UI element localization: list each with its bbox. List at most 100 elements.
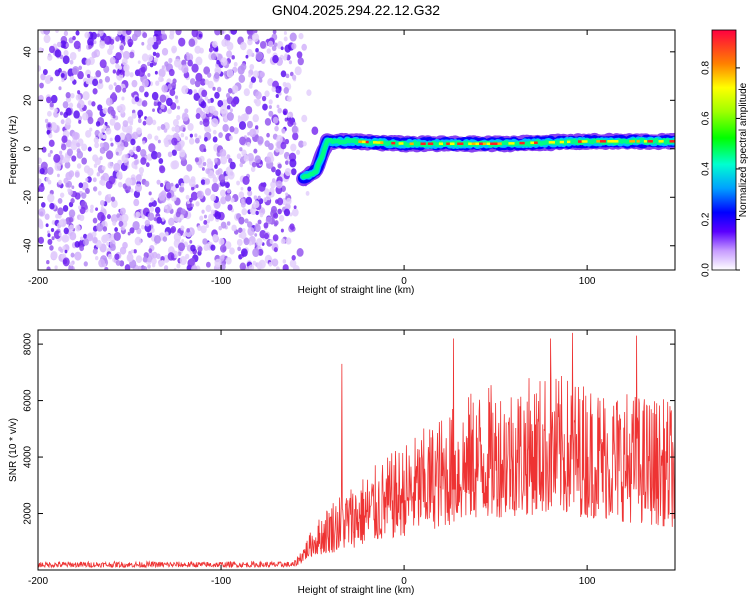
noise-speckle <box>205 109 210 115</box>
noise-speckle <box>255 91 262 100</box>
noise-speckle <box>269 239 274 244</box>
noise-speckle <box>190 244 196 252</box>
noise-speckle <box>107 161 114 169</box>
noise-speckle <box>60 40 67 49</box>
noise-speckle <box>263 222 269 229</box>
noise-speckle <box>153 234 161 244</box>
noise-speckle <box>141 41 145 46</box>
noise-speckle <box>102 134 107 140</box>
noise-speckle <box>68 209 76 218</box>
noise-speckle <box>258 78 263 83</box>
noise-speckle <box>211 174 216 179</box>
noise-speckle <box>247 186 252 192</box>
noise-speckle <box>294 66 302 76</box>
colorbar-tick-label: 0.4 <box>701 162 712 176</box>
noise-speckle <box>57 197 63 204</box>
noise-speckle <box>180 182 185 188</box>
noise-speckle <box>181 112 189 122</box>
noise-speckle <box>123 63 130 72</box>
noise-speckle <box>78 65 83 71</box>
noise-speckle <box>83 233 88 239</box>
noise-speckle <box>72 35 76 41</box>
noise-speckle <box>135 211 141 218</box>
noise-speckle <box>187 213 191 218</box>
noise-speckle <box>275 85 282 94</box>
signal-hot-dash <box>596 140 603 143</box>
noise-speckle <box>189 197 193 203</box>
noise-speckle <box>115 52 122 61</box>
noise-speckle <box>138 85 145 93</box>
noise-speckle <box>147 54 154 62</box>
signal-hot-dash <box>471 142 478 145</box>
noise-speckle <box>121 58 128 66</box>
noise-speckle <box>268 191 272 196</box>
noise-speckle <box>243 88 250 97</box>
noise-speckle <box>285 237 292 245</box>
noise-speckle <box>225 256 232 265</box>
noise-speckle <box>49 202 55 210</box>
noise-speckle <box>115 151 119 156</box>
noise-speckle <box>73 40 81 50</box>
snr-series-line <box>38 332 675 569</box>
noise-speckle <box>121 96 125 101</box>
noise-speckle <box>47 110 52 117</box>
noise-speckle <box>70 252 75 258</box>
noise-speckle <box>249 64 255 70</box>
noise-speckle <box>207 80 214 89</box>
noise-speckle <box>60 143 67 151</box>
noise-speckle <box>293 205 297 210</box>
signal-hot-dash <box>490 142 497 145</box>
noise-speckle <box>44 213 50 220</box>
noise-speckle <box>169 30 175 36</box>
noise-speckle <box>68 170 75 178</box>
noise-speckle <box>203 244 209 251</box>
noise-speckle <box>282 55 288 61</box>
noise-speckle <box>204 178 211 185</box>
noise-speckle <box>38 178 42 185</box>
noise-speckle <box>81 192 87 199</box>
noise-speckle <box>230 30 238 35</box>
noise-speckle <box>94 142 100 149</box>
noise-speckle <box>218 237 225 246</box>
noise-speckle <box>285 202 291 211</box>
chart-title: GN04.2025.294.22.12.G32 <box>272 2 440 18</box>
noise-speckle <box>268 99 273 105</box>
noise-speckle <box>247 153 254 162</box>
noise-speckle <box>101 128 105 133</box>
noise-speckle <box>63 177 69 184</box>
noise-speckle <box>77 90 81 95</box>
noise-speckle <box>284 160 289 165</box>
noise-speckle <box>155 52 160 58</box>
noise-speckle <box>204 188 212 196</box>
noise-speckle <box>135 145 141 153</box>
noise-speckle <box>96 33 100 38</box>
noise-speckle <box>186 53 194 62</box>
noise-speckle <box>175 30 182 36</box>
noise-speckle <box>141 53 149 62</box>
noise-speckle <box>195 56 203 66</box>
noise-speckle <box>191 30 199 38</box>
noise-speckle <box>151 119 157 126</box>
noise-speckle <box>148 143 156 153</box>
noise-speckle <box>135 174 142 182</box>
noise-speckle <box>106 242 110 246</box>
noise-speckle <box>195 201 200 207</box>
noise-speckle <box>222 123 229 133</box>
noise-speckle <box>111 199 118 208</box>
noise-speckle <box>180 225 185 231</box>
noise-speckle <box>218 132 223 138</box>
noise-speckle <box>141 78 149 88</box>
noise-speckle <box>302 141 307 147</box>
noise-speckle <box>257 195 261 200</box>
noise-speckle <box>65 107 72 116</box>
colorbar-tick-label: 0.2 <box>701 212 712 226</box>
noise-speckle <box>289 158 297 168</box>
noise-speckle <box>265 216 273 225</box>
noise-speckle <box>104 35 112 45</box>
noise-speckle <box>133 30 142 38</box>
noise-speckle <box>270 181 276 189</box>
noise-speckle <box>203 148 207 153</box>
noise-speckle <box>44 118 49 124</box>
noise-speckle <box>206 158 212 165</box>
